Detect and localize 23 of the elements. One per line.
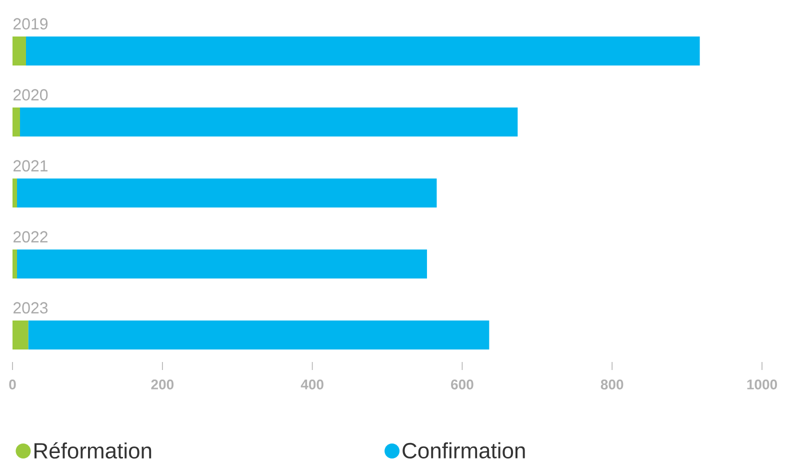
x-tick-label: 600 (451, 380, 474, 390)
x-tick-label: 400 (300, 380, 324, 390)
x-tick-label: 200 (151, 380, 174, 390)
bar (28, 320, 490, 350)
bar (17, 250, 427, 279)
y-tick-label: 2019 (14, 18, 48, 30)
bar (12, 178, 18, 208)
x-tick-label: 0 (9, 380, 16, 390)
y-tick-label: 2020 (14, 89, 48, 101)
bar (12, 36, 26, 66)
x-tick-label: 1000 (747, 380, 777, 390)
bar (20, 108, 518, 136)
bar (12, 250, 18, 279)
bar (12, 108, 20, 136)
legend-label: Réformation (34, 442, 152, 459)
x-tick-label: 800 (600, 380, 624, 390)
y-tick-label: 2021 (14, 160, 48, 172)
y-tick-label: 2022 (14, 231, 48, 243)
bar (12, 320, 28, 350)
bar (17, 178, 437, 208)
legend-label: Confirmation (402, 442, 525, 458)
y-tick-label: 2023 (14, 302, 48, 314)
bar (26, 36, 700, 66)
